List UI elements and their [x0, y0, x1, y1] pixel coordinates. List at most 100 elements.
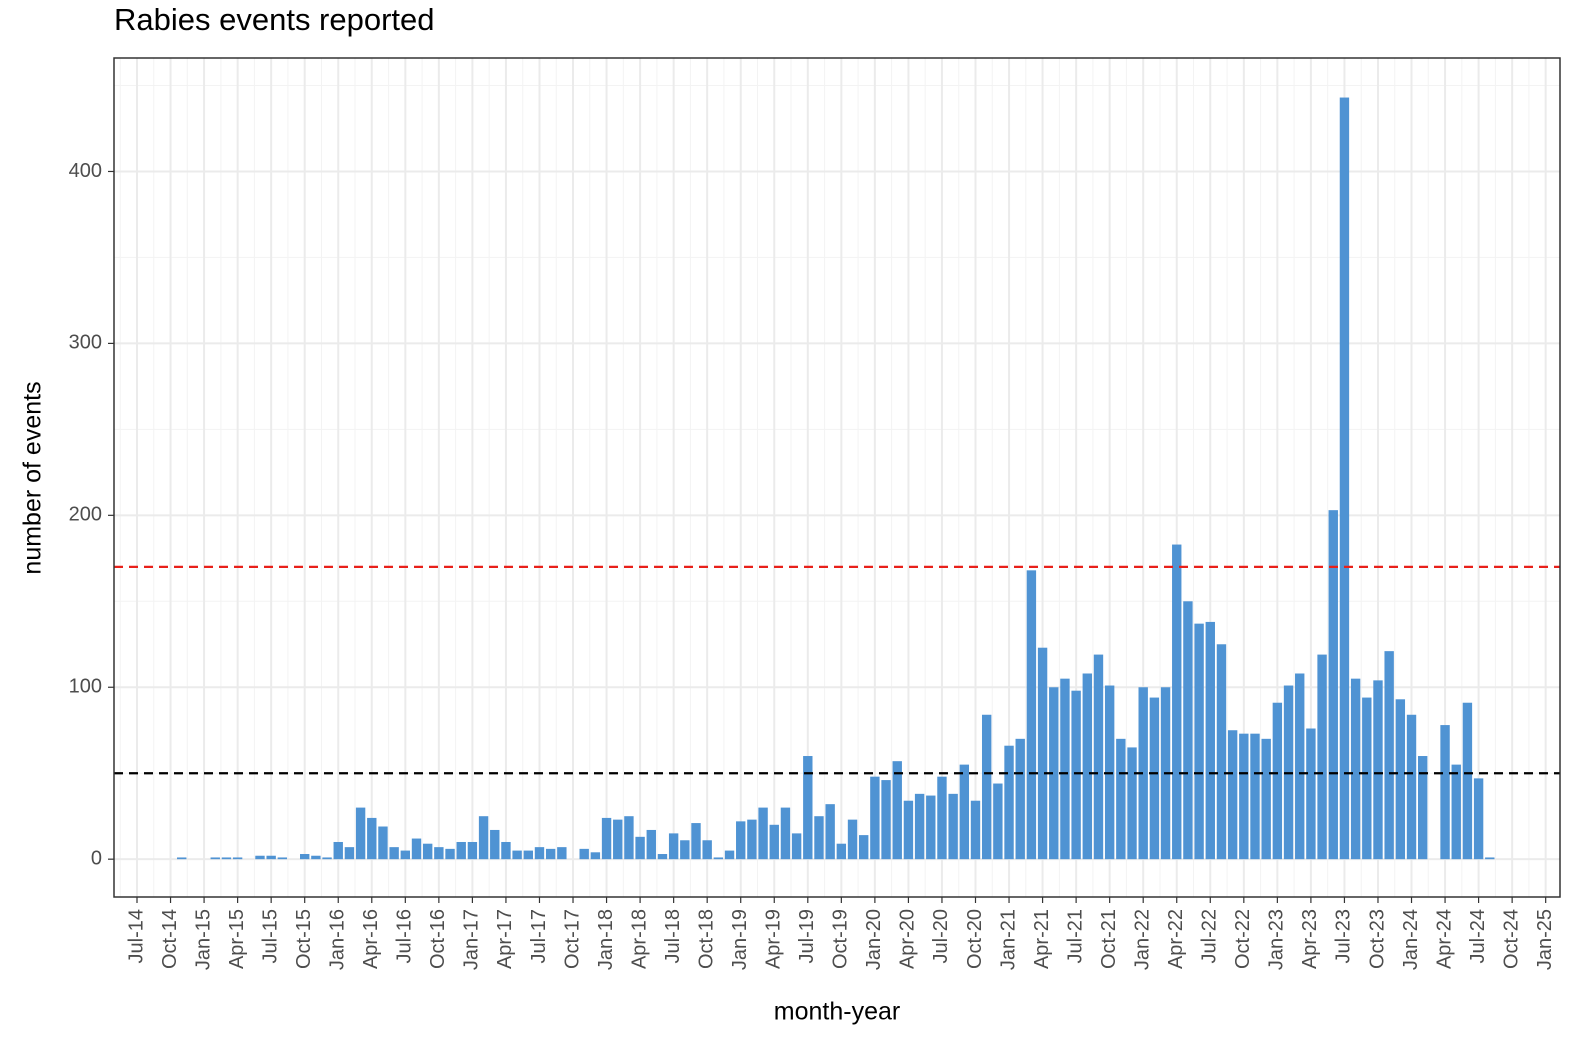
- plot-border: [113, 57, 1561, 898]
- bar: [881, 780, 891, 860]
- bar: [937, 776, 947, 860]
- bar: [501, 841, 511, 860]
- bar: [1250, 733, 1260, 860]
- bar: [668, 833, 679, 860]
- bar: [613, 819, 623, 860]
- x-tick-label: Oct-22: [1232, 909, 1254, 969]
- bar: [1406, 714, 1417, 860]
- bar: [590, 852, 601, 860]
- bar: [993, 783, 1003, 860]
- bar: [1395, 699, 1406, 860]
- bar: [277, 857, 288, 860]
- x-tick-label: Apr-16: [360, 909, 382, 969]
- bar: [859, 835, 869, 860]
- bar: [1026, 570, 1037, 860]
- bar: [333, 841, 343, 860]
- bar: [512, 850, 522, 860]
- bar: [1138, 687, 1148, 860]
- x-tick-label: Jul-16: [394, 909, 416, 963]
- bar: [177, 857, 187, 860]
- bar: [534, 847, 545, 860]
- bar: [445, 848, 455, 860]
- bar: [1037, 647, 1048, 860]
- bar: [791, 833, 802, 860]
- bar: [1183, 601, 1193, 860]
- bar: [389, 847, 399, 860]
- bar: [355, 807, 366, 860]
- bar: [914, 793, 925, 860]
- bar: [1093, 654, 1104, 860]
- x-tick-label: Jul-24: [1467, 909, 1489, 963]
- bar: [1418, 756, 1428, 860]
- bar: [713, 857, 724, 860]
- bar: [1116, 738, 1126, 860]
- x-tick-label: Jan-16: [327, 909, 349, 970]
- x-tick-label: Oct-16: [427, 909, 449, 969]
- x-tick-label: Apr-15: [226, 909, 248, 969]
- y-tick-label: 400: [69, 160, 102, 182]
- y-axis-title: number of events: [19, 381, 47, 574]
- bar: [1306, 728, 1316, 860]
- bar: [892, 761, 902, 860]
- bar: [210, 857, 220, 860]
- x-tick-label: Apr-18: [628, 909, 650, 969]
- bar: [1373, 680, 1383, 860]
- x-tick-label: Apr-20: [897, 909, 919, 969]
- x-tick-label: Jul-22: [1199, 909, 1221, 963]
- bar: [624, 816, 634, 860]
- bar: [221, 857, 232, 860]
- y-tick-label: 200: [69, 504, 102, 526]
- bar: [367, 817, 377, 860]
- x-tick-label: Jul-20: [930, 909, 952, 963]
- bar: [948, 793, 958, 860]
- bar: [601, 817, 612, 860]
- bar: [232, 857, 243, 860]
- x-tick-label: Oct-15: [293, 909, 315, 969]
- x-tick-label: Jul-23: [1333, 909, 1355, 963]
- bar: [635, 836, 645, 860]
- x-tick-label: Jul-14: [125, 909, 147, 963]
- x-tick-label: Oct-20: [964, 909, 986, 969]
- bar: [847, 819, 858, 860]
- x-tick-label: Oct-18: [695, 909, 717, 969]
- x-tick-label: Oct-23: [1366, 909, 1388, 969]
- x-tick-label: Oct-21: [1098, 909, 1120, 969]
- x-tick-label: Jul-18: [662, 909, 684, 963]
- bar: [724, 850, 735, 860]
- bar: [322, 857, 332, 860]
- bar: [1071, 690, 1081, 860]
- bar: [545, 848, 556, 860]
- x-tick-label: Jul-19: [796, 909, 818, 963]
- x-tick-label: Oct-19: [830, 909, 852, 969]
- bar: [1384, 651, 1394, 860]
- x-tick-label: Apr-21: [1031, 909, 1053, 969]
- bar: [1272, 702, 1283, 860]
- bar: [422, 843, 433, 860]
- bar: [1328, 510, 1338, 860]
- bar: [1261, 738, 1271, 860]
- bar: [400, 850, 411, 860]
- x-tick-label: Apr-19: [763, 909, 785, 969]
- x-tick-label: Apr-17: [494, 909, 516, 969]
- x-tick-label: Jan-20: [863, 909, 885, 970]
- x-tick-label: Jan-19: [729, 909, 751, 970]
- bar: [1239, 733, 1249, 860]
- bar: [1015, 738, 1025, 860]
- bar: [411, 838, 422, 860]
- bar: [736, 821, 746, 860]
- x-tick-label: Apr-22: [1165, 909, 1187, 969]
- bar: [490, 829, 500, 860]
- y-tick-label: 300: [69, 332, 102, 354]
- x-tick-label: Jul-15: [259, 909, 281, 963]
- bar: [981, 714, 992, 860]
- bar: [926, 795, 936, 860]
- bar: [1227, 730, 1238, 860]
- bar: [1295, 673, 1305, 860]
- bar: [1473, 778, 1484, 860]
- x-tick-label: Jan-17: [461, 909, 483, 970]
- bar: [1004, 745, 1014, 860]
- x-tick-label: Jan-21: [997, 909, 1019, 970]
- bar: [1451, 764, 1461, 860]
- bar: [1362, 697, 1372, 860]
